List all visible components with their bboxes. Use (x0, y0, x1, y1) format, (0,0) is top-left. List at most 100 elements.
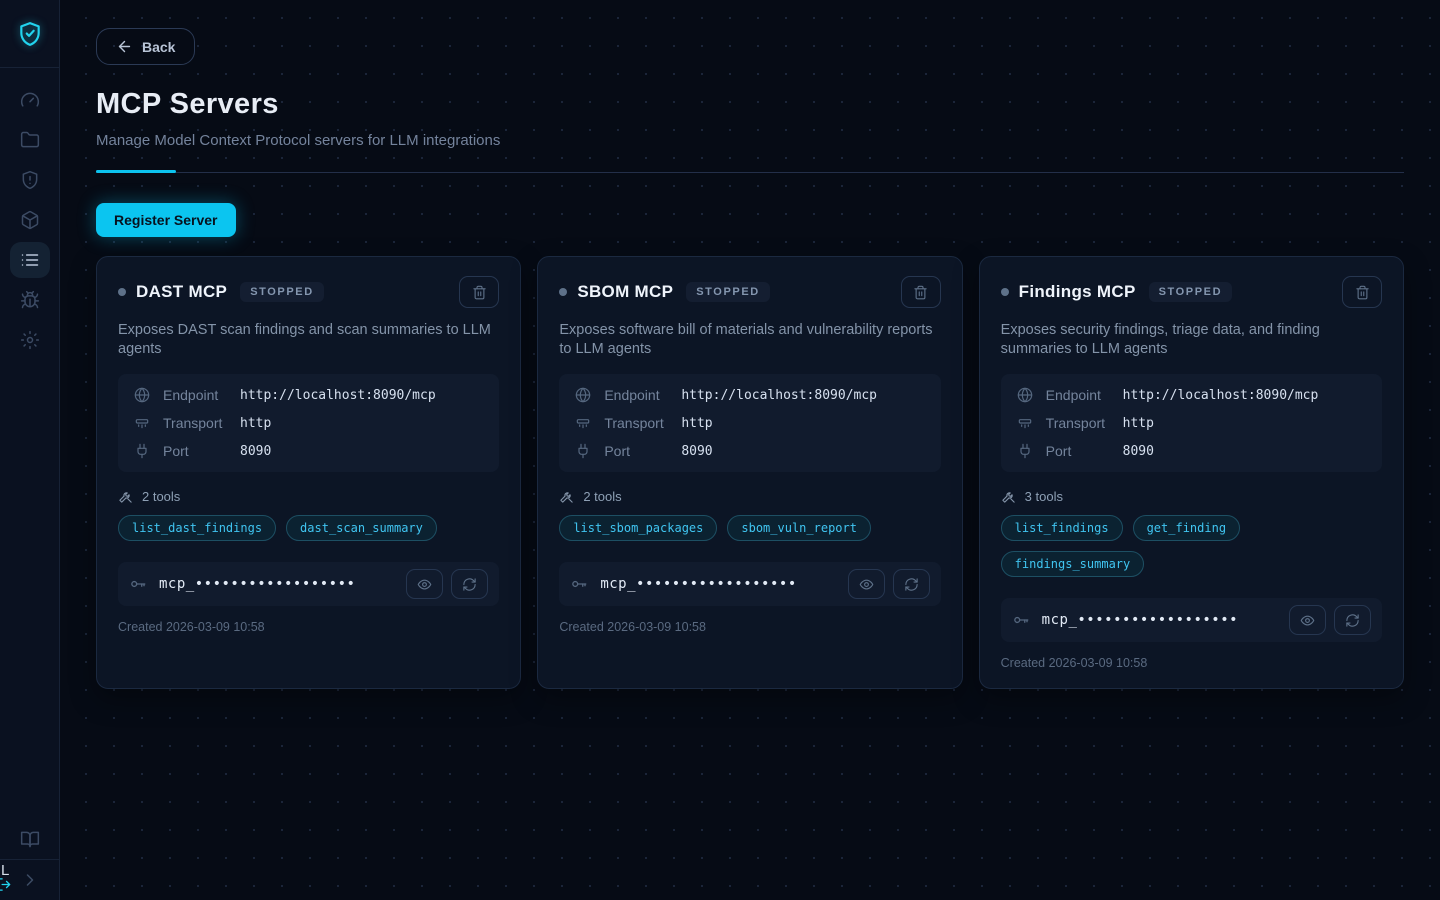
tools-count-label: 2 tools (583, 489, 622, 504)
transport-value: http (681, 415, 713, 431)
status-badge: STOPPED (240, 282, 324, 302)
plug-icon (578, 443, 588, 459)
tool-tag: list_findings (1000, 515, 1123, 541)
server-card: SBOM MCP STOPPED Exposes software bill o… (537, 256, 963, 689)
delete-server-button[interactable] (459, 276, 500, 308)
api-key-masked: mcp_•••••••••••••••••• (159, 576, 356, 592)
gauge-icon (20, 92, 39, 107)
card-header: SBOM MCP STOPPED (559, 276, 941, 308)
page-title: MCP Servers (96, 88, 279, 120)
list-icon (21, 254, 38, 266)
tools-icon (1001, 492, 1015, 503)
api-key-masked: mcp_•••••••••••••••••• (600, 576, 797, 592)
port-row: Port 8090 (1017, 443, 1366, 459)
endpoint-label: Endpoint (163, 387, 219, 403)
server-name: Findings MCP (1018, 282, 1136, 301)
rotate-key-button[interactable] (892, 569, 930, 599)
logout-icon (0, 878, 11, 891)
key-icon (1013, 616, 1029, 624)
sidebar-item-bugs[interactable] (0, 280, 60, 320)
card-header: Findings MCP STOPPED (1000, 276, 1382, 308)
port-value: 8090 (681, 443, 713, 459)
endpoint-label: Endpoint (1045, 387, 1101, 403)
eye-icon (418, 579, 432, 589)
created-timestamp: Created 2026-03-09 10:58 (1000, 656, 1148, 670)
logout-button[interactable] (0, 877, 15, 897)
server-info-panel: Endpoint http://localhost:8090/mcp Trans… (559, 374, 941, 472)
shield-alert-icon (22, 170, 37, 190)
reveal-key-button[interactable] (847, 569, 885, 599)
sidebar-item-settings[interactable] (0, 320, 60, 360)
plug-icon (1020, 443, 1030, 459)
status-dot (559, 288, 568, 296)
package-icon (21, 210, 38, 230)
server-name: SBOM MCP (577, 282, 674, 301)
tool-tags: list_findings get_finding findings_summary (1000, 515, 1382, 577)
refresh-icon (1346, 613, 1359, 627)
rotate-key-button[interactable] (1334, 605, 1371, 635)
delete-server-button[interactable] (1342, 276, 1382, 308)
main-content: Back MCP Servers Manage Model Context Pr… (60, 0, 1440, 900)
tool-tags: list_sbom_packages sbom_vuln_report (559, 515, 940, 541)
server-info-panel: Endpoint http://localhost:8090/mcp Trans… (118, 374, 500, 472)
endpoint-row: Endpoint http://localhost:8090/mcp (1017, 387, 1366, 403)
port-row: Port 8090 (134, 443, 483, 459)
sidebar-divider (0, 859, 60, 860)
register-server-label: Register Server (114, 212, 218, 228)
delete-server-button[interactable] (900, 276, 941, 308)
register-server-button[interactable]: Register Server (96, 203, 236, 237)
plug-icon (137, 443, 147, 459)
sidebar-item-mcp-servers[interactable] (0, 240, 60, 280)
sidebar-item-docs[interactable] (0, 819, 60, 859)
server-cards: DAST MCP STOPPED Exposes DAST scan findi… (96, 256, 1404, 689)
api-key-actions (1289, 605, 1371, 635)
tool-tag: dast_scan_summary (286, 515, 437, 541)
port-label: Port (604, 443, 631, 459)
refresh-icon (463, 577, 477, 591)
tool-tag: sbom_vuln_report (727, 515, 871, 541)
api-key-actions (847, 569, 930, 599)
trash-icon (1355, 285, 1369, 299)
api-key-panel: mcp_•••••••••••••••••• (559, 562, 941, 606)
sidebar-collapse-toggle[interactable] (0, 860, 60, 900)
port-value: 8090 (240, 443, 272, 459)
sidebar: L (0, 0, 60, 900)
gear-icon (20, 330, 39, 350)
created-timestamp: Created 2026-03-09 10:58 (118, 620, 265, 634)
sidebar-item-dashboard[interactable] (0, 80, 60, 120)
created-timestamp: Created 2026-03-09 10:58 (559, 620, 706, 634)
server-card: DAST MCP STOPPED Exposes DAST scan findi… (96, 256, 522, 689)
endpoint-row: Endpoint http://localhost:8090/mcp (575, 387, 924, 403)
sidebar-item-vulnerabilities[interactable] (0, 160, 60, 200)
rotate-key-button[interactable] (451, 569, 489, 599)
reveal-key-button[interactable] (1289, 605, 1326, 635)
back-button[interactable]: Back (96, 28, 196, 65)
active-nav-highlight (9, 242, 50, 278)
network-icon (135, 419, 149, 429)
app-logo[interactable] (0, 0, 59, 68)
server-description: Exposes security findings, triage data, … (1000, 322, 1320, 357)
trash-icon (473, 285, 486, 299)
tools-count-row: 2 tools (118, 489, 499, 504)
transport-value: http (240, 415, 272, 431)
accent-bar (96, 170, 176, 173)
sidebar-nav (0, 68, 59, 360)
shield-check-icon (19, 21, 40, 46)
api-key-masked: mcp_•••••••••••••••••• (1041, 612, 1239, 628)
refresh-icon (904, 577, 918, 591)
status-badge: STOPPED (686, 282, 770, 302)
transport-row: Transport http (575, 415, 924, 431)
port-value: 8090 (1122, 443, 1154, 459)
endpoint-row: Endpoint http://localhost:8090/mcp (134, 387, 483, 403)
tools-icon (119, 492, 132, 503)
page-subtitle: Manage Model Context Protocol servers fo… (96, 132, 501, 149)
sidebar-item-packages[interactable] (0, 200, 60, 240)
transport-row: Transport http (1017, 415, 1366, 431)
sidebar-item-projects[interactable] (0, 120, 60, 160)
reveal-key-button[interactable] (406, 569, 444, 599)
trash-icon (914, 285, 927, 299)
status-badge: STOPPED (1148, 282, 1233, 302)
book-icon (20, 831, 39, 848)
api-key-actions (406, 569, 489, 599)
endpoint-value: http://localhost:8090/mcp (681, 387, 877, 403)
